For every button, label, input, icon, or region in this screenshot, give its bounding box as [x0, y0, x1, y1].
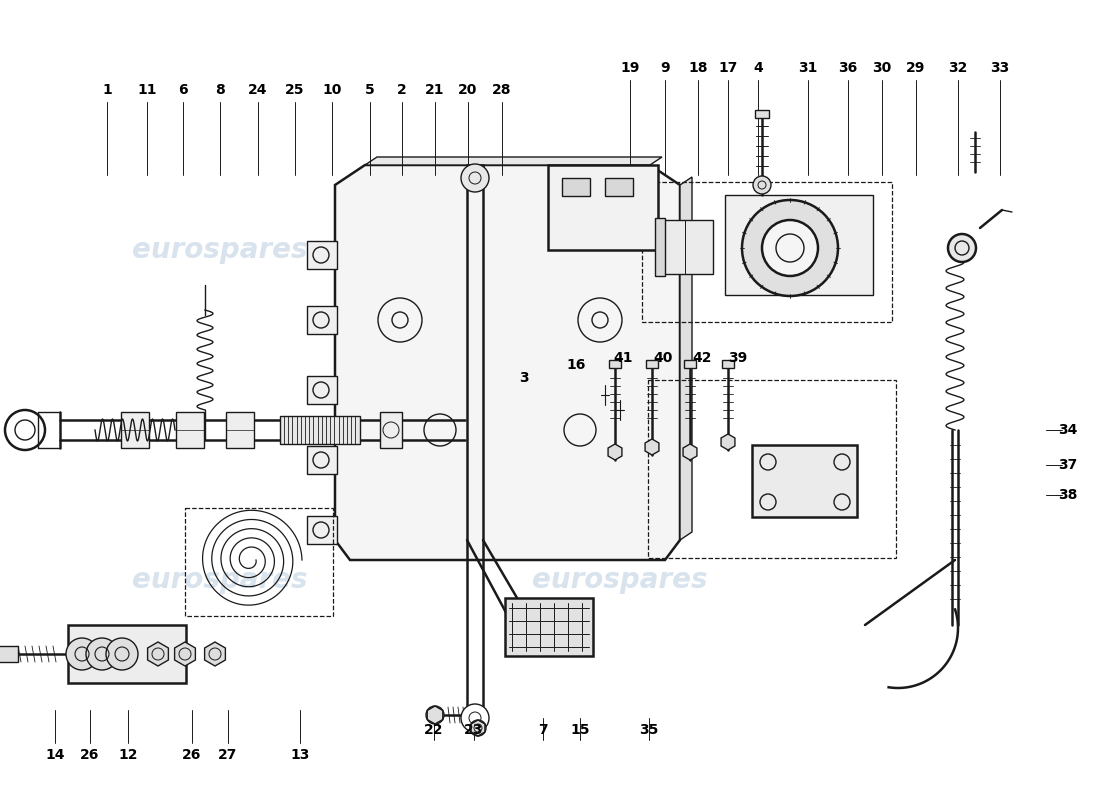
Text: 25: 25: [285, 83, 305, 97]
Bar: [307, 446, 337, 474]
Polygon shape: [205, 642, 225, 666]
Text: 7: 7: [538, 723, 548, 737]
Bar: [548, 165, 658, 250]
Text: 35: 35: [639, 723, 659, 737]
Circle shape: [948, 234, 976, 262]
Polygon shape: [680, 177, 692, 540]
Circle shape: [106, 638, 138, 670]
Text: 16: 16: [566, 358, 585, 372]
Bar: [648, 380, 896, 558]
Bar: [505, 598, 593, 656]
Polygon shape: [683, 444, 697, 460]
Text: 31: 31: [799, 61, 817, 75]
Polygon shape: [336, 165, 680, 560]
Text: 22: 22: [425, 723, 443, 737]
Text: 29: 29: [906, 61, 926, 75]
Circle shape: [6, 410, 45, 450]
Bar: [176, 412, 204, 448]
Text: 5: 5: [365, 83, 375, 97]
Circle shape: [461, 704, 490, 732]
Text: 42: 42: [692, 351, 712, 365]
Bar: [562, 178, 590, 196]
Circle shape: [742, 200, 838, 296]
Bar: [684, 360, 696, 368]
Text: 12: 12: [119, 748, 138, 762]
Text: eurospares: eurospares: [532, 566, 707, 594]
Text: 11: 11: [138, 83, 156, 97]
Bar: [280, 416, 360, 444]
Text: 26: 26: [183, 748, 201, 762]
Bar: [722, 360, 734, 368]
Text: 8: 8: [216, 83, 224, 97]
Polygon shape: [645, 439, 659, 455]
Bar: [752, 445, 857, 517]
Text: 27: 27: [218, 748, 238, 762]
Text: eurospares: eurospares: [513, 236, 688, 264]
Text: 20: 20: [459, 83, 477, 97]
Text: 26: 26: [80, 748, 100, 762]
Text: 10: 10: [322, 83, 342, 97]
Polygon shape: [147, 642, 168, 666]
Bar: [307, 306, 337, 334]
Text: 14: 14: [45, 748, 65, 762]
Polygon shape: [175, 642, 196, 666]
Text: 19: 19: [620, 61, 640, 75]
Bar: [121, 412, 148, 448]
Bar: [0, 646, 18, 662]
Text: 2: 2: [397, 83, 407, 97]
Circle shape: [762, 220, 818, 276]
Polygon shape: [365, 157, 662, 165]
Text: 4: 4: [754, 61, 763, 75]
Bar: [307, 241, 337, 269]
Text: 17: 17: [718, 61, 738, 75]
Text: eurospares: eurospares: [132, 236, 308, 264]
Text: 32: 32: [948, 61, 968, 75]
Text: 36: 36: [838, 61, 858, 75]
Circle shape: [754, 176, 771, 194]
Text: eurospares: eurospares: [132, 566, 308, 594]
Bar: [68, 625, 186, 683]
Text: 33: 33: [990, 61, 1010, 75]
Polygon shape: [722, 434, 735, 450]
Text: 15: 15: [570, 723, 590, 737]
Bar: [642, 182, 892, 322]
Bar: [605, 178, 632, 196]
Text: 23: 23: [464, 723, 484, 737]
Circle shape: [86, 638, 118, 670]
Bar: [609, 360, 622, 368]
Bar: [307, 376, 337, 404]
Text: 30: 30: [872, 61, 892, 75]
Bar: [654, 218, 666, 276]
Bar: [307, 516, 337, 544]
Text: 3: 3: [519, 371, 529, 385]
Circle shape: [66, 638, 98, 670]
Polygon shape: [608, 444, 622, 460]
Text: 28: 28: [493, 83, 512, 97]
Text: 24: 24: [249, 83, 267, 97]
Text: 38: 38: [1058, 488, 1078, 502]
Text: 21: 21: [426, 83, 444, 97]
Circle shape: [470, 720, 486, 736]
Text: 9: 9: [660, 61, 670, 75]
Circle shape: [426, 706, 444, 724]
Circle shape: [461, 164, 490, 192]
Text: 40: 40: [653, 351, 673, 365]
Text: 34: 34: [1058, 423, 1078, 437]
Bar: [226, 412, 254, 448]
Bar: [658, 220, 713, 274]
Bar: [646, 360, 658, 368]
Text: 39: 39: [728, 351, 748, 365]
Text: 41: 41: [614, 351, 632, 365]
Text: 1: 1: [102, 83, 112, 97]
Text: 37: 37: [1058, 458, 1078, 472]
Bar: [755, 110, 769, 118]
Text: 6: 6: [178, 83, 188, 97]
Bar: [379, 412, 401, 448]
Text: 18: 18: [689, 61, 707, 75]
Text: 13: 13: [290, 748, 310, 762]
Bar: [725, 195, 873, 295]
Bar: [185, 508, 333, 616]
